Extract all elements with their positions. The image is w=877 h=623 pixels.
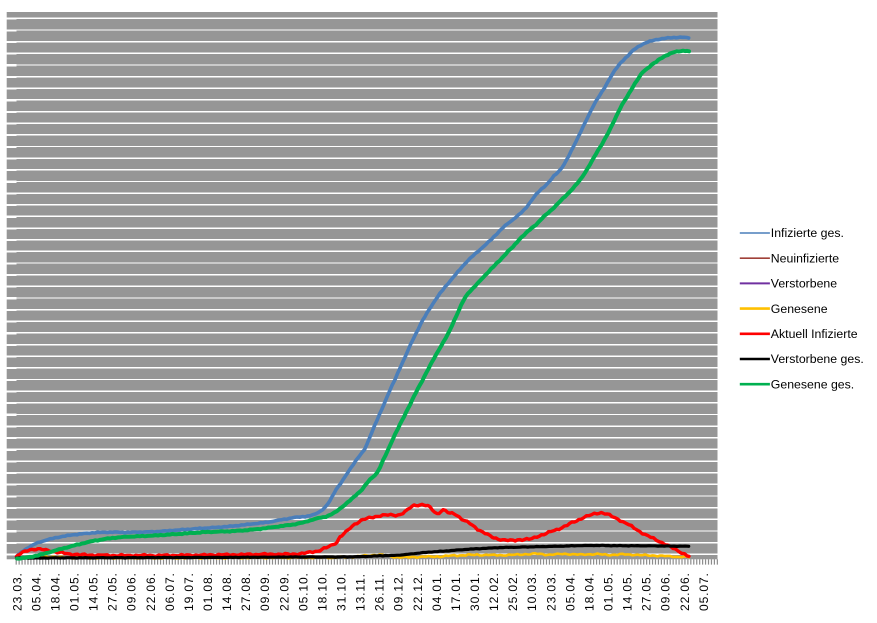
svg-text:01.08.: 01.08. (201, 572, 215, 611)
svg-text:14.05.: 14.05. (87, 572, 101, 611)
svg-text:22.06.: 22.06. (678, 572, 692, 611)
svg-text:Aktuell Infizierte: Aktuell Infizierte (771, 327, 858, 341)
svg-text:22.09.: 22.09. (277, 572, 291, 611)
svg-text:Verstorbene ges.: Verstorbene ges. (771, 352, 864, 366)
svg-text:05.04.: 05.04. (29, 572, 43, 611)
svg-text:27.05.: 27.05. (106, 572, 120, 611)
svg-text:22.12.: 22.12. (411, 572, 425, 611)
svg-text:30.01.: 30.01. (468, 572, 482, 611)
svg-text:06.07.: 06.07. (163, 572, 177, 611)
svg-text:09.06.: 09.06. (659, 572, 673, 611)
svg-text:05.04.: 05.04. (563, 572, 577, 611)
svg-text:Infizierte ges.: Infizierte ges. (771, 226, 844, 240)
svg-text:05.10.: 05.10. (296, 572, 310, 611)
svg-text:31.10.: 31.10. (334, 572, 348, 611)
svg-text:Genesene ges.: Genesene ges. (771, 377, 854, 391)
svg-text:Genesene: Genesene (771, 302, 828, 316)
svg-text:22.06.: 22.06. (144, 572, 158, 611)
svg-text:19.07.: 19.07. (182, 572, 196, 611)
svg-text:23.03.: 23.03. (10, 572, 24, 611)
svg-text:Verstorbene: Verstorbene (771, 277, 837, 291)
svg-text:18.04.: 18.04. (48, 572, 62, 611)
svg-text:23.03.: 23.03. (544, 572, 558, 611)
svg-text:10.03.: 10.03. (525, 572, 539, 611)
svg-text:17.01.: 17.01. (449, 572, 463, 611)
svg-text:18.04.: 18.04. (582, 572, 596, 611)
svg-text:01.05.: 01.05. (68, 572, 82, 611)
svg-text:27.05.: 27.05. (640, 572, 654, 611)
svg-text:04.01.: 04.01. (430, 572, 444, 611)
svg-text:09.09.: 09.09. (258, 572, 272, 611)
svg-text:14.08.: 14.08. (220, 572, 234, 611)
svg-text:14.05.: 14.05. (621, 572, 635, 611)
svg-text:27.08.: 27.08. (239, 572, 253, 611)
svg-text:Neuinfizierte: Neuinfizierte (771, 251, 840, 265)
svg-text:05.07.: 05.07. (697, 572, 711, 611)
svg-text:12.02.: 12.02. (487, 572, 501, 611)
svg-text:09.06.: 09.06. (125, 572, 139, 611)
svg-text:18.10.: 18.10. (315, 572, 329, 611)
svg-text:01.05.: 01.05. (601, 572, 615, 611)
svg-text:13.11.: 13.11. (354, 573, 368, 611)
svg-text:09.12.: 09.12. (392, 572, 406, 611)
svg-text:25.02.: 25.02. (506, 572, 520, 611)
svg-text:26.11.: 26.11. (373, 573, 387, 611)
